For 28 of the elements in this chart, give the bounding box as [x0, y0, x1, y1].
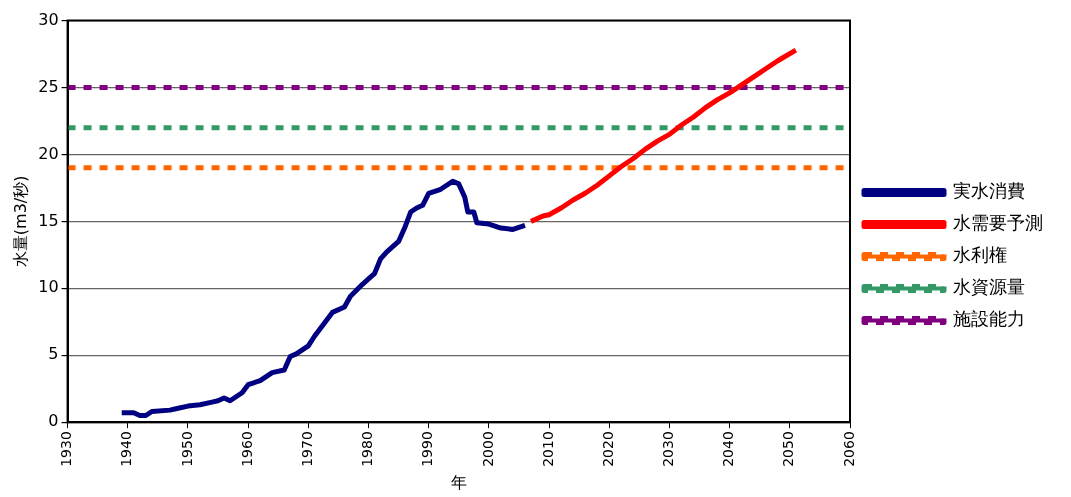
x-tick-label: 2060	[840, 431, 857, 467]
x-tick-label: 2000	[479, 431, 496, 467]
x-tick-label: 2010	[539, 431, 556, 467]
legend-label: 水需要予測	[953, 212, 1043, 234]
x-tick-label: 1970	[298, 431, 315, 467]
y-axis-title: 水量(m3/秒)	[10, 175, 30, 268]
x-tick-label: 2030	[660, 431, 677, 467]
x-tick-label: 2050	[780, 431, 797, 467]
legend-label: 実水消費	[953, 180, 1025, 202]
legend-label: 水利権	[953, 244, 1007, 266]
y-tick-label: 20	[38, 143, 59, 163]
y-tick-label: 10	[38, 277, 59, 297]
y-tick-label: 25	[38, 76, 59, 96]
x-tick-label: 2020	[599, 431, 616, 467]
x-axis-title: 年	[450, 472, 467, 492]
x-tick-label: 2040	[720, 431, 737, 467]
x-tick-label: 1940	[118, 431, 135, 467]
y-tick-label: 0	[48, 411, 59, 431]
x-tick-label: 1950	[178, 431, 195, 467]
x-tick-label: 1930	[58, 431, 75, 467]
x-tick-label: 1990	[419, 431, 436, 467]
x-tick-label: 1980	[359, 431, 376, 467]
y-tick-label: 5	[48, 344, 59, 364]
legend-label: 施設能力	[953, 308, 1025, 330]
y-tick-label: 15	[38, 210, 59, 230]
y-tick-label: 30	[38, 9, 59, 29]
legend-label: 水資源量	[953, 276, 1025, 298]
x-tick-label: 1960	[238, 431, 255, 467]
